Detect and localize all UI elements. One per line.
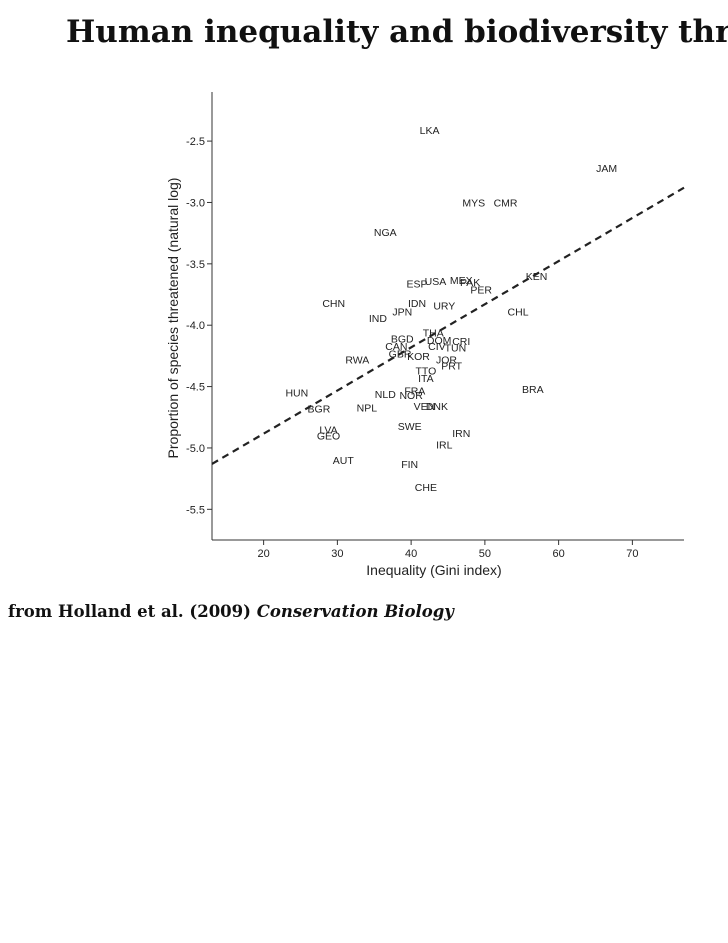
y-tick-label: -3.0 [186, 197, 205, 209]
y-tick-label: -4.0 [186, 320, 205, 332]
x-tick-label: 30 [331, 548, 343, 560]
point-label-fin: FIN [401, 459, 418, 471]
point-label-nga: NGA [374, 227, 397, 239]
point-label-tha: THA [423, 328, 444, 340]
source-prefix: from Holland et al. (2009) [8, 602, 257, 621]
point-label-ind: IND [369, 313, 388, 325]
point-label-gbr: GBR [389, 348, 412, 360]
point-label-aut: AUT [333, 455, 355, 467]
chart-axes: 20 30 40 50 60 70 -2.5 -3.0 -3.5 -4.0 -4.5 -5.0 -5.5 [186, 92, 684, 560]
point-label-ury: URY [433, 301, 455, 313]
x-tick-label: 70 [626, 548, 638, 560]
y-tick-label: -5.0 [186, 443, 205, 455]
point-label-jpn: JPN [392, 307, 412, 319]
x-tick-label: 60 [553, 548, 565, 560]
point-label-jam: JAM [596, 163, 617, 175]
point-label-esp: ESP [407, 278, 428, 290]
point-label-hun: HUN [285, 388, 308, 400]
point-label-dnk: DNK [426, 401, 448, 413]
point-label-pak: PAK [460, 277, 480, 289]
point-label-mys: MYS [462, 197, 485, 209]
y-axis-label: Proportion of species threatened (natura… [165, 178, 181, 459]
point-label-dom: DOM [427, 335, 452, 347]
point-label-che: CHE [415, 482, 437, 494]
source-citation: from Holland et al. (2009) Conservation … [8, 602, 454, 621]
y-tick-label: -2.5 [186, 136, 205, 148]
point-label-irl: IRL [436, 439, 453, 451]
point-label-mex: MEX [450, 275, 473, 287]
point-label-npl: NPL [357, 402, 378, 414]
y-tick-label: -3.5 [186, 259, 205, 271]
point-label-usa: USA [425, 276, 447, 288]
point-label-civ: CIV [428, 341, 446, 353]
point-label-cri: CRI [452, 336, 470, 348]
point-label-ken: KEN [526, 271, 548, 283]
point-label-kor: KOR [407, 351, 430, 363]
x-tick-label: 40 [405, 548, 417, 560]
point-label-ven: VEN [414, 401, 436, 413]
point-label-idn: IDN [408, 298, 426, 310]
point-label-per: PER [470, 285, 492, 297]
point-label-nld: NLD [375, 389, 396, 401]
point-label-bgr: BGR [308, 404, 331, 416]
point-label-cmr: CMR [494, 197, 518, 209]
x-axis-label: Inequality (Gini index) [366, 562, 501, 578]
slide-title: Human inequality and biodiversity thr [66, 14, 728, 50]
point-label-ita: ITA [418, 373, 434, 385]
point-label-chl: CHL [508, 307, 529, 319]
point-label-fra: FRA [404, 385, 425, 397]
point-label-bgd: BGD [391, 334, 414, 346]
point-label-bra: BRA [522, 384, 544, 396]
point-label-swe: SWE [398, 421, 422, 433]
point-label-geo: GEO [317, 431, 340, 443]
point-label-prt: PRT [441, 361, 462, 373]
point-label-nor: NOR [399, 390, 423, 402]
point-label-tto: TTO [415, 366, 436, 378]
point-label-rwa: RWA [345, 355, 369, 367]
scatter-chart: 20 30 40 50 60 70 -2.5 -3.0 -3.5 -4.0 -4.5 -5.0 -5.5… [165, 92, 685, 578]
x-tick-label: 20 [258, 548, 270, 560]
point-label-irn: IRN [452, 428, 470, 440]
point-label-tun: TUN [445, 342, 467, 354]
chart-svg: 20 30 40 50 60 70 -2.5 -3.0 -3.5 -4.0 -4.5 -5.0 -5.5… [165, 92, 685, 578]
y-tick-label: -5.5 [186, 504, 205, 516]
point-label-can: CAN [385, 341, 407, 353]
point-label-lka: LKA [420, 125, 440, 137]
y-tick-label: -4.5 [186, 382, 205, 394]
trend-line [211, 186, 685, 465]
source-journal: Conservation Biology [256, 602, 454, 621]
point-label-lva: LVA [319, 425, 337, 437]
point-label-chn: CHN [322, 298, 345, 310]
point-label-jor: JOR [436, 355, 457, 367]
x-tick-label: 50 [479, 548, 491, 560]
